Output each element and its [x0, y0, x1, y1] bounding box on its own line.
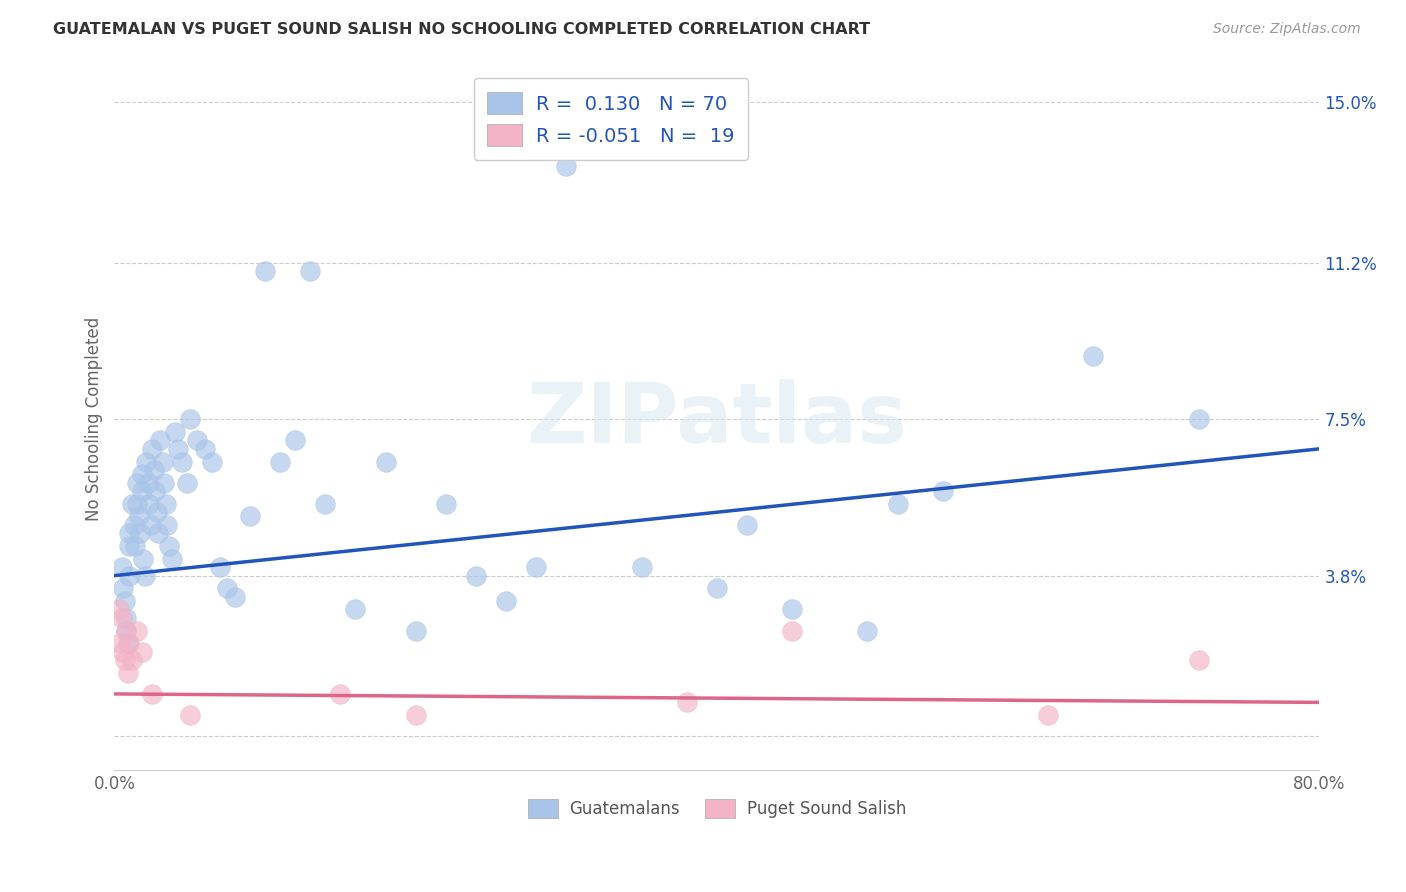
Point — [160, 551, 183, 566]
Point — [253, 264, 276, 278]
Y-axis label: No Schooling Completed: No Schooling Completed — [86, 318, 103, 522]
Point — [284, 434, 307, 448]
Point — [112, 645, 135, 659]
Point — [153, 475, 176, 490]
Point — [118, 526, 141, 541]
Point — [142, 463, 165, 477]
Point — [239, 509, 262, 524]
Point — [125, 624, 148, 638]
Point — [314, 497, 336, 511]
Point — [224, 590, 246, 604]
Point — [780, 624, 803, 638]
Point — [134, 568, 156, 582]
Point — [143, 484, 166, 499]
Point — [201, 454, 224, 468]
Point — [299, 264, 322, 278]
Point — [524, 560, 547, 574]
Point — [118, 539, 141, 553]
Point — [124, 539, 146, 553]
Point — [132, 551, 155, 566]
Point — [145, 505, 167, 519]
Point — [117, 636, 139, 650]
Point — [856, 624, 879, 638]
Point — [138, 497, 160, 511]
Text: ZIPatlas: ZIPatlas — [526, 379, 907, 459]
Point — [135, 454, 157, 468]
Point — [131, 645, 153, 659]
Point — [111, 611, 134, 625]
Point — [172, 454, 194, 468]
Point — [176, 475, 198, 490]
Point — [932, 484, 955, 499]
Point — [136, 475, 159, 490]
Point — [269, 454, 291, 468]
Point — [163, 425, 186, 439]
Point — [155, 497, 177, 511]
Point — [179, 412, 201, 426]
Text: GUATEMALAN VS PUGET SOUND SALISH NO SCHOOLING COMPLETED CORRELATION CHART: GUATEMALAN VS PUGET SOUND SALISH NO SCHO… — [53, 22, 870, 37]
Point — [1188, 653, 1211, 667]
Point — [156, 517, 179, 532]
Point — [1038, 708, 1060, 723]
Point — [131, 484, 153, 499]
Point — [405, 624, 427, 638]
Point — [129, 526, 152, 541]
Point — [186, 434, 208, 448]
Point — [1083, 349, 1105, 363]
Point — [125, 475, 148, 490]
Point — [157, 539, 180, 553]
Point — [146, 526, 169, 541]
Point — [149, 434, 172, 448]
Point — [780, 602, 803, 616]
Point — [179, 708, 201, 723]
Point — [114, 653, 136, 667]
Point — [630, 560, 652, 574]
Point — [114, 594, 136, 608]
Legend: Guatemalans, Puget Sound Salish: Guatemalans, Puget Sound Salish — [522, 792, 912, 825]
Point — [405, 708, 427, 723]
Point — [125, 497, 148, 511]
Point — [115, 624, 138, 638]
Point — [675, 695, 697, 709]
Point — [374, 454, 396, 468]
Point — [110, 636, 132, 650]
Point — [117, 665, 139, 680]
Point — [166, 442, 188, 456]
Point — [108, 602, 131, 616]
Point — [706, 582, 728, 596]
Point — [115, 624, 138, 638]
Point — [208, 560, 231, 574]
Point — [217, 582, 239, 596]
Point — [344, 602, 367, 616]
Point — [329, 687, 352, 701]
Point — [118, 636, 141, 650]
Point — [141, 687, 163, 701]
Point — [141, 442, 163, 456]
Point — [121, 497, 143, 511]
Point — [735, 517, 758, 532]
Point — [131, 467, 153, 482]
Point — [121, 653, 143, 667]
Point — [122, 517, 145, 532]
Point — [555, 159, 578, 173]
Point — [139, 517, 162, 532]
Point — [111, 560, 134, 574]
Point — [128, 509, 150, 524]
Point — [194, 442, 217, 456]
Point — [152, 454, 174, 468]
Point — [886, 497, 908, 511]
Point — [464, 568, 486, 582]
Point — [495, 594, 517, 608]
Point — [118, 568, 141, 582]
Text: Source: ZipAtlas.com: Source: ZipAtlas.com — [1213, 22, 1361, 37]
Point — [434, 497, 457, 511]
Point — [115, 611, 138, 625]
Point — [1188, 412, 1211, 426]
Point — [112, 582, 135, 596]
